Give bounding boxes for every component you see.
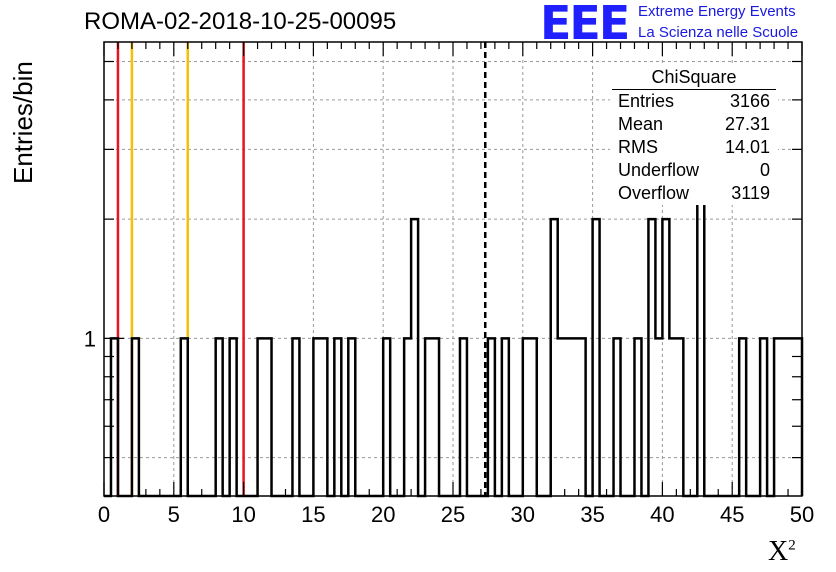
stats-row-mean: Mean 27.31 <box>610 113 778 136</box>
x-tick-label: 15 <box>301 502 325 527</box>
x-tick-label: 0 <box>98 502 110 527</box>
stats-value: 14.01 <box>724 137 770 157</box>
eee-logo: EEE <box>540 0 630 50</box>
y-tick-labels: 1 <box>84 326 96 351</box>
stats-label: RMS <box>618 137 658 157</box>
y-tick-label: 1 <box>84 326 96 351</box>
stats-value: 3166 <box>729 91 770 111</box>
x-tick-label: 35 <box>580 502 604 527</box>
x-tick-label: 50 <box>790 502 814 527</box>
x-tick-label: 30 <box>511 502 535 527</box>
x-tick-label: 25 <box>441 502 465 527</box>
stats-label: Entries <box>618 91 675 111</box>
stats-value: 27.31 <box>724 114 770 134</box>
reference-lines <box>116 42 487 496</box>
stats-box: ChiSquare Entries 3166 Mean 27.31 RMS 14.01… <box>610 66 778 205</box>
x-axis-label-superscript: 2 <box>788 537 796 554</box>
run-title: ROMA-02-2018-10-25-00095 <box>84 8 397 35</box>
x-tick-label: 20 <box>371 502 395 527</box>
stats-value: 0 <box>759 160 770 180</box>
stats-row-overflow: Overflow 3119 <box>610 182 778 205</box>
logo-line-2: La Scienza nelle Scuole <box>638 24 799 41</box>
axis-ticks <box>103 42 803 496</box>
stats-value: 3119 <box>731 183 770 203</box>
y-axis-label: Entries/bin <box>8 61 38 184</box>
x-tick-label: 5 <box>168 502 180 527</box>
stats-row-underflow: Underflow 0 <box>610 159 778 182</box>
x-tick-label: 40 <box>650 502 674 527</box>
x-tick-label: 45 <box>720 502 744 527</box>
stats-label: Mean <box>618 114 664 134</box>
stats-title: ChiSquare <box>612 66 776 90</box>
stats-row-rms: RMS 14.01 <box>610 136 778 159</box>
stats-label: Overflow <box>618 183 690 203</box>
stats-row-entries: Entries 3166 <box>610 90 778 113</box>
x-tick-label: 10 <box>231 502 255 527</box>
x-axis-label: X2 <box>768 536 796 568</box>
logo-line-1: Extreme Energy Events <box>638 3 796 20</box>
x-axis-label-base: X <box>768 536 789 567</box>
x-tick-labels: 0 5 10 15 20 25 30 35 40 45 50 <box>98 502 814 527</box>
histogram-outline <box>104 148 804 498</box>
stats-label: Underflow <box>618 160 700 180</box>
